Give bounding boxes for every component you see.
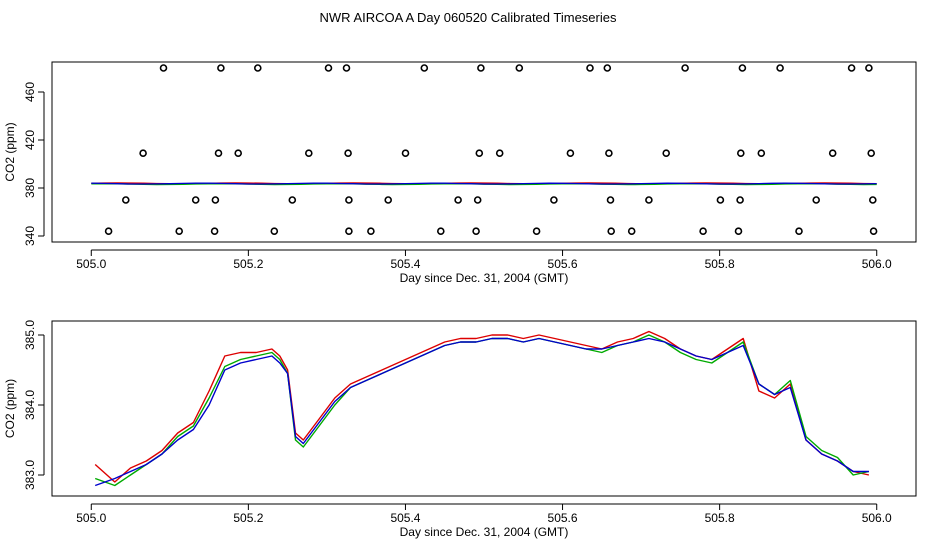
calibration-point (270, 227, 279, 235)
x-tick-label: 505.4 (390, 511, 420, 525)
calibration-point (217, 64, 225, 72)
calibration-point (868, 196, 877, 204)
calibration-point (342, 64, 351, 72)
calibration-point (532, 227, 541, 235)
calibration-point (605, 149, 613, 157)
calibration-point (324, 64, 333, 72)
calibration-point (345, 227, 353, 235)
calibration-point (436, 227, 445, 235)
calibration-point (473, 196, 482, 204)
calibration-point (304, 149, 313, 157)
x-tick-label: 505.2 (233, 257, 263, 271)
calibration-point (847, 64, 856, 72)
calibration-point (662, 149, 671, 157)
calibration-point (139, 149, 147, 157)
calibration-point (734, 227, 743, 235)
x-tick-label: 505.8 (705, 257, 735, 271)
x-axis-label: Day since Dec. 31, 2004 (GMT) (400, 271, 569, 285)
x-axis-label: Day since Dec. 31, 2004 (GMT) (400, 525, 569, 539)
calibration-point (812, 196, 821, 204)
x-tick-label: 506.0 (862, 257, 892, 271)
y-tick-label: 385.0 (23, 320, 37, 350)
calibration-point (384, 196, 393, 204)
y-tick-label: 380 (23, 178, 37, 198)
y-axis-label: CO2 (ppm) (3, 122, 17, 181)
calibration-point (211, 196, 220, 204)
calibration-point (736, 149, 745, 157)
calibration-point (865, 64, 873, 72)
x-tick-label: 505.8 (705, 511, 735, 525)
x-tick-label: 505.6 (548, 257, 578, 271)
calibration-point (122, 196, 130, 204)
x-tick-label: 505.0 (76, 257, 106, 271)
y-tick-label: 340 (23, 226, 37, 246)
plot-frame (51, 61, 917, 243)
calibration-point (869, 227, 878, 235)
y-tick-label: 384.0 (23, 390, 37, 420)
calibration-point (736, 196, 744, 204)
x-tick-label: 505.6 (548, 511, 578, 525)
calibration-point (699, 227, 707, 235)
y-axis-label: CO2 (ppm) (3, 379, 17, 438)
calibration-point (603, 64, 612, 72)
calibration-point (344, 149, 352, 157)
calibration-point (607, 227, 616, 235)
calibration-point (191, 196, 200, 204)
calibration-point (475, 149, 484, 157)
calibration-point (795, 227, 803, 235)
x-tick-label: 506.0 (862, 511, 892, 525)
calibration-point (104, 227, 113, 235)
series-line-blue (94, 337, 869, 487)
calibration-point (828, 149, 837, 157)
calibration-point (586, 64, 594, 72)
calibration-point (716, 196, 725, 204)
calibration-point (495, 149, 504, 157)
series-line-green (94, 334, 870, 487)
series-line-red (94, 330, 870, 483)
y-tick-label: 420 (23, 130, 37, 150)
calibration-point (175, 227, 183, 235)
x-tick-label: 505.0 (76, 511, 106, 525)
calibration-point (606, 196, 615, 204)
figure-title: NWR AIRCOA A Day 060520 Calibrated Times… (320, 10, 617, 25)
y-tick-label: 383.0 (23, 460, 37, 490)
bottom-panel: 505.0 505.2 505.4 505.6 505.8 506.0 Day since … (3, 320, 917, 539)
calibration-point (738, 64, 747, 72)
calibration-point (645, 196, 653, 204)
calibration-point (367, 227, 375, 235)
y-tick-label: 460 (23, 82, 37, 102)
top-line-blue (91, 182, 877, 185)
calibration-point (681, 64, 689, 72)
calibration-point (477, 64, 485, 72)
calibration-point (234, 149, 242, 157)
calibration-point (867, 149, 876, 157)
calibration-point (757, 149, 766, 157)
x-tick-label: 505.2 (233, 511, 263, 525)
calibration-point (776, 64, 784, 72)
calibration-point (288, 196, 297, 204)
calibration-point (401, 149, 410, 157)
calibration-point (566, 149, 575, 157)
calibration-point (472, 227, 480, 235)
calibration-point (253, 64, 262, 72)
top-panel: 505.0 505.2 505.4 505.6 505.8 506.0 Day since … (3, 61, 917, 285)
calibration-point (454, 196, 462, 204)
calibration-point (159, 64, 168, 72)
calibration-point (345, 196, 353, 204)
calibration-point (214, 149, 223, 157)
calibration-point (550, 196, 558, 204)
calibration-point (627, 227, 636, 235)
calibration-point (515, 64, 524, 72)
x-tick-label: 505.4 (390, 257, 420, 271)
calibration-point (420, 64, 429, 72)
plot-frame (51, 320, 917, 497)
calibration-point (210, 227, 219, 235)
